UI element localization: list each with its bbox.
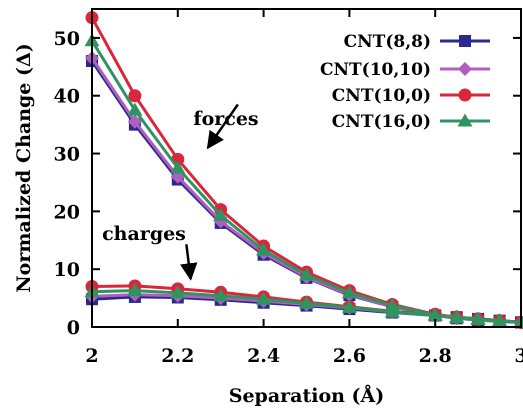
series-triangle [84,33,523,328]
charges-point [256,291,272,305]
x-tick-label: 2.2 [161,345,194,367]
forces-point [341,285,357,299]
legend-swatch-marker [458,88,472,102]
charges-point [213,288,229,302]
legend-swatch-marker [457,113,473,127]
annotation-label: charges [102,223,186,245]
annotation-arrow [180,244,198,281]
annotation-arrow [206,103,239,150]
legend-label: CNT(10,10) [320,60,431,80]
y-tick-label: 10 [54,259,80,281]
forces-point [170,160,186,174]
series-layer [84,11,523,330]
y-axis-label: Normalized Change (Δ) [13,43,35,292]
forces-point [127,102,143,116]
forces-point [256,242,272,256]
forces-point [213,207,229,221]
y-tick-label: 40 [54,86,80,108]
y-tick-label: 20 [54,201,80,223]
annotations: forces charges [102,103,259,281]
axis-ticks: 0 10 20 30 40 50 2 2.2 2.4 2.6 2.8 3 [54,9,523,367]
x-tick-label: 2.6 [333,345,366,367]
x-tick-label: 2.8 [419,345,452,367]
forces-point [128,89,142,103]
y-tick-label: 50 [54,28,80,50]
charges-point [299,295,314,309]
y-tick-label: 0 [67,317,80,339]
x-tick-label: 3 [514,345,523,367]
forces-point [127,114,142,129]
forces-point [492,313,508,327]
charges-point [170,285,186,299]
legend-label: CNT(16,0) [332,112,431,132]
forces-point [470,311,486,325]
charges-point [341,299,357,313]
legend: CNT(8,8) CNT(10,10) CNT(10,0) CNT(16,0) [320,32,490,132]
legend-label: CNT(10,0) [332,86,431,106]
x-axis-label: Separation (Å) [229,384,385,407]
forces-point [384,298,400,312]
forces-point [449,310,465,324]
x-tick-label: 2.4 [247,345,280,367]
charges-point [127,283,143,297]
plot-frame [91,8,522,328]
legend-swatch-marker [458,62,472,76]
x-tick-label: 2 [85,345,98,367]
legend-label: CNT(8,8) [344,32,431,52]
annotation-label: forces [193,108,258,130]
legend-swatch-marker [459,35,471,47]
forces-point [299,267,314,281]
y-tick-label: 30 [54,144,80,166]
forces-point [427,307,443,321]
